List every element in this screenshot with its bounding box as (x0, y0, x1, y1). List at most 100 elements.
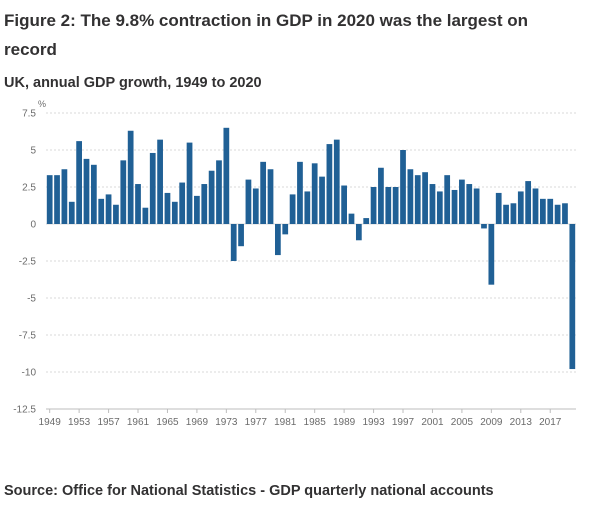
x-tick-label: 2009 (480, 417, 503, 428)
bar-2011 (503, 204, 509, 224)
bar-2006 (466, 184, 473, 224)
x-tick-label: 2005 (451, 417, 474, 428)
y-tick-label: -7.5 (19, 331, 37, 342)
bar-2005 (459, 179, 465, 224)
bar-2015 (532, 188, 539, 224)
x-tick-label: 1989 (333, 417, 356, 428)
x-tick-label: 1973 (215, 417, 238, 428)
bar-1970 (201, 184, 208, 224)
gridlines (46, 112, 576, 410)
bar-1986 (319, 176, 325, 224)
bar-1988 (333, 139, 340, 224)
y-tick-label: 2.5 (22, 183, 36, 194)
bar-1959 (120, 160, 127, 224)
bar-1978 (260, 161, 267, 224)
tick-labels: 7.5 5 2.5 0 -2.5 -5 -7.5 -10 -12.5% 1949 1953 1957 1… (13, 99, 562, 428)
bar-1969 (194, 195, 200, 224)
x-tick-label: 1969 (186, 417, 209, 428)
bars (46, 127, 576, 370)
bar-1956 (98, 198, 105, 224)
bar-1968 (186, 142, 193, 224)
bar-1957 (105, 194, 112, 224)
bar-1960 (127, 130, 134, 224)
x-tick-label: 1993 (362, 417, 385, 428)
x-tick-label: 1981 (274, 417, 297, 428)
bar-1953 (76, 141, 82, 224)
x-tick-label: 1953 (68, 417, 91, 428)
bar-2000 (422, 172, 428, 224)
bar-2007 (473, 188, 480, 224)
bar-1963 (149, 152, 156, 224)
x-tick-label: 1949 (39, 417, 62, 428)
y-tick-label: -2.5 (19, 257, 37, 268)
bar-1961 (135, 184, 141, 224)
bar-1994 (378, 167, 384, 224)
bar-1996 (392, 187, 399, 224)
bar-1998 (407, 169, 414, 224)
bar-2020 (569, 224, 576, 370)
bar-2003 (444, 175, 451, 224)
bar-1975 (238, 224, 244, 247)
bar-1967 (179, 182, 186, 224)
bar-1962 (142, 207, 149, 224)
bar-1991 (355, 224, 362, 241)
bar-1981 (282, 224, 289, 235)
y-unit-label: % (38, 99, 46, 109)
bar-1950 (54, 175, 60, 224)
bar-1992 (363, 218, 370, 224)
bar-1966 (171, 201, 178, 224)
x-tick-label: 1961 (127, 417, 150, 428)
bar-2013 (517, 191, 524, 224)
y-tick-label: 7.5 (22, 109, 36, 120)
bar-1989 (341, 185, 347, 224)
figure-title: Figure 2: The 9.8% contraction in GDP in… (4, 11, 528, 59)
x-tick-label: 2001 (421, 417, 444, 428)
bar-1965 (164, 192, 171, 224)
bar-2009 (488, 224, 495, 285)
bar-1974 (230, 224, 237, 261)
bar-1949 (46, 175, 53, 224)
bar-1955 (90, 164, 97, 224)
y-tick-label: -12.5 (13, 405, 36, 416)
bar-2002 (436, 191, 443, 224)
bar-1976 (245, 179, 252, 224)
bar-1979 (267, 169, 274, 224)
y-tick-label: -10 (22, 368, 37, 379)
bar-1990 (348, 213, 355, 224)
bar-2018 (554, 204, 561, 224)
x-tick-label: 1997 (392, 417, 415, 428)
bar-2012 (510, 203, 517, 224)
y-tick-label: 5 (30, 146, 36, 157)
y-tick-label: -5 (27, 294, 36, 305)
bar-1971 (208, 170, 215, 224)
bar-2017 (547, 198, 554, 224)
bar-2008 (481, 224, 487, 229)
bar-1964 (157, 139, 163, 224)
bar-1952 (68, 201, 75, 224)
bar-1997 (400, 150, 406, 224)
bar-1982 (289, 194, 296, 224)
bar-2001 (429, 184, 436, 224)
x-tick-label: 2017 (539, 417, 562, 428)
bar-1999 (414, 175, 421, 224)
bar-2010 (495, 192, 502, 224)
y-tick-label: 0 (30, 220, 36, 231)
x-tick-label: 2013 (510, 417, 533, 428)
bar-2016 (540, 198, 546, 224)
bar-2014 (525, 181, 532, 224)
bar-1993 (370, 187, 377, 224)
bar-1995 (385, 187, 392, 224)
bar-1983 (297, 161, 303, 224)
bar-1958 (113, 204, 119, 224)
x-tick-label: 1957 (97, 417, 120, 428)
chart-subtitle: UK, annual GDP growth, 1949 to 2020 (4, 75, 262, 91)
x-tick-label: 1985 (304, 417, 327, 428)
bar-1984 (304, 191, 311, 224)
bar-2019 (562, 203, 568, 224)
bar-1972 (216, 160, 222, 224)
bar-1954 (83, 158, 90, 224)
x-tick-label: 1977 (245, 417, 268, 428)
bar-1980 (275, 224, 281, 256)
bar-1977 (252, 188, 259, 224)
source-note: Source: Office for National Statistics -… (4, 483, 494, 499)
